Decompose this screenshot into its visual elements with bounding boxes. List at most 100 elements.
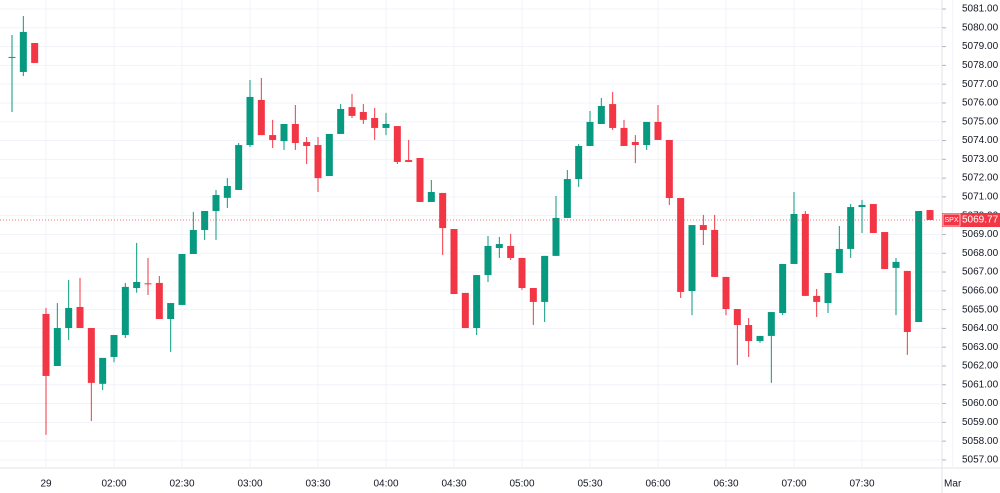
candle-body — [461, 292, 469, 329]
candle-body — [813, 295, 821, 302]
candle-body — [189, 229, 197, 255]
candle-body — [835, 248, 843, 273]
x-tick-label: 02:30 — [169, 479, 194, 490]
candle-body — [575, 145, 583, 180]
x-tick-label: 04:30 — [441, 479, 466, 490]
candle-body — [858, 204, 866, 208]
candle-body — [439, 192, 447, 229]
y-tick-label: 5080.00 — [962, 22, 999, 33]
candle-body — [393, 126, 401, 162]
candle-body — [19, 31, 27, 72]
x-tick-label: 07:00 — [781, 479, 806, 490]
candle-body — [31, 43, 39, 63]
x-tick-label: 05:00 — [509, 479, 534, 490]
x-tick-label: 03:30 — [305, 479, 330, 490]
candle-body — [756, 335, 764, 341]
candle-body — [903, 270, 911, 332]
candle-body — [450, 229, 458, 295]
y-tick-label: 5065.00 — [962, 304, 999, 315]
y-tick-label: 5069.00 — [962, 229, 999, 240]
candle-body — [42, 313, 50, 376]
candle-body — [677, 198, 685, 292]
y-tick-label: 5081.00 — [962, 4, 999, 15]
x-tick-label: 07:30 — [849, 479, 874, 490]
y-tick-label: 5078.00 — [962, 60, 999, 71]
candle-body — [280, 123, 288, 142]
candle-body — [348, 107, 356, 116]
candle-body — [892, 261, 900, 268]
candle-body — [688, 225, 696, 292]
y-tick-label: 5058.00 — [962, 436, 999, 447]
last-price-label: 5069.77 — [962, 215, 999, 226]
candle-body — [529, 288, 537, 302]
y-tick-label: 5060.00 — [962, 398, 999, 409]
candle-body — [178, 254, 186, 305]
candle-body — [8, 56, 16, 58]
candle-body — [53, 328, 61, 366]
candle-body — [881, 232, 889, 270]
x-tick-label: 06:30 — [713, 479, 738, 490]
candle-body — [847, 207, 855, 249]
candle-body — [269, 135, 277, 140]
candle-body — [65, 307, 73, 329]
y-tick-label: 5064.00 — [962, 323, 999, 334]
candle-body — [167, 303, 175, 320]
candle-body — [76, 306, 84, 329]
candle-body — [733, 309, 741, 326]
y-tick-label: 5067.00 — [962, 267, 999, 278]
y-tick-label: 5057.00 — [962, 455, 999, 466]
y-tick-label: 5077.00 — [962, 79, 999, 90]
x-tick-label: 06:00 — [645, 479, 670, 490]
candle-body — [779, 263, 787, 314]
candle-body — [337, 108, 345, 134]
candle-body — [654, 121, 662, 140]
y-tick-label: 5071.00 — [962, 192, 999, 203]
candle-body — [824, 272, 832, 304]
candle-body — [246, 96, 254, 146]
candle-body — [801, 213, 809, 296]
candle-body — [711, 229, 719, 277]
candle-body — [915, 210, 923, 323]
x-tick-label: 04:00 — [373, 479, 398, 490]
x-tick-label: 29 — [40, 479, 52, 490]
candle-body — [235, 145, 243, 190]
x-tick-label: 03:00 — [237, 479, 262, 490]
candle-body — [495, 244, 503, 248]
candle-body — [133, 282, 141, 289]
candle-body — [257, 99, 265, 136]
candle-body — [223, 185, 231, 198]
candle-body — [767, 312, 775, 336]
grid — [0, 0, 954, 468]
candle-body — [484, 245, 492, 276]
candle-body — [314, 145, 322, 179]
y-tick-label: 5072.00 — [962, 173, 999, 184]
x-tick-label: 02:00 — [101, 479, 126, 490]
candle-body — [869, 204, 877, 233]
candle-body — [620, 127, 628, 146]
candle-body — [325, 133, 333, 177]
candle-body — [745, 325, 753, 341]
candle-body — [144, 283, 152, 285]
candle-body — [790, 213, 798, 264]
symbol-label: SPX — [944, 217, 958, 224]
y-tick-label: 5074.00 — [962, 135, 999, 146]
y-tick-label: 5062.00 — [962, 361, 999, 372]
candle-body — [722, 276, 730, 310]
candle-body — [699, 225, 707, 230]
candle-body — [541, 255, 549, 302]
candle-body — [427, 192, 435, 202]
y-tick-label: 5075.00 — [962, 116, 999, 127]
candle-body — [586, 121, 594, 146]
candle-body — [416, 158, 424, 202]
x-tick-label: 05:30 — [577, 479, 602, 490]
candle-body — [110, 334, 118, 357]
candle-body — [643, 121, 651, 146]
y-tick-label: 5059.00 — [962, 417, 999, 428]
y-tick-label: 5063.00 — [962, 342, 999, 353]
candle-body — [121, 286, 129, 335]
candle-body — [382, 123, 390, 128]
candle-body — [303, 142, 311, 146]
candle-body — [507, 245, 515, 258]
y-tick-label: 5061.00 — [962, 379, 999, 390]
